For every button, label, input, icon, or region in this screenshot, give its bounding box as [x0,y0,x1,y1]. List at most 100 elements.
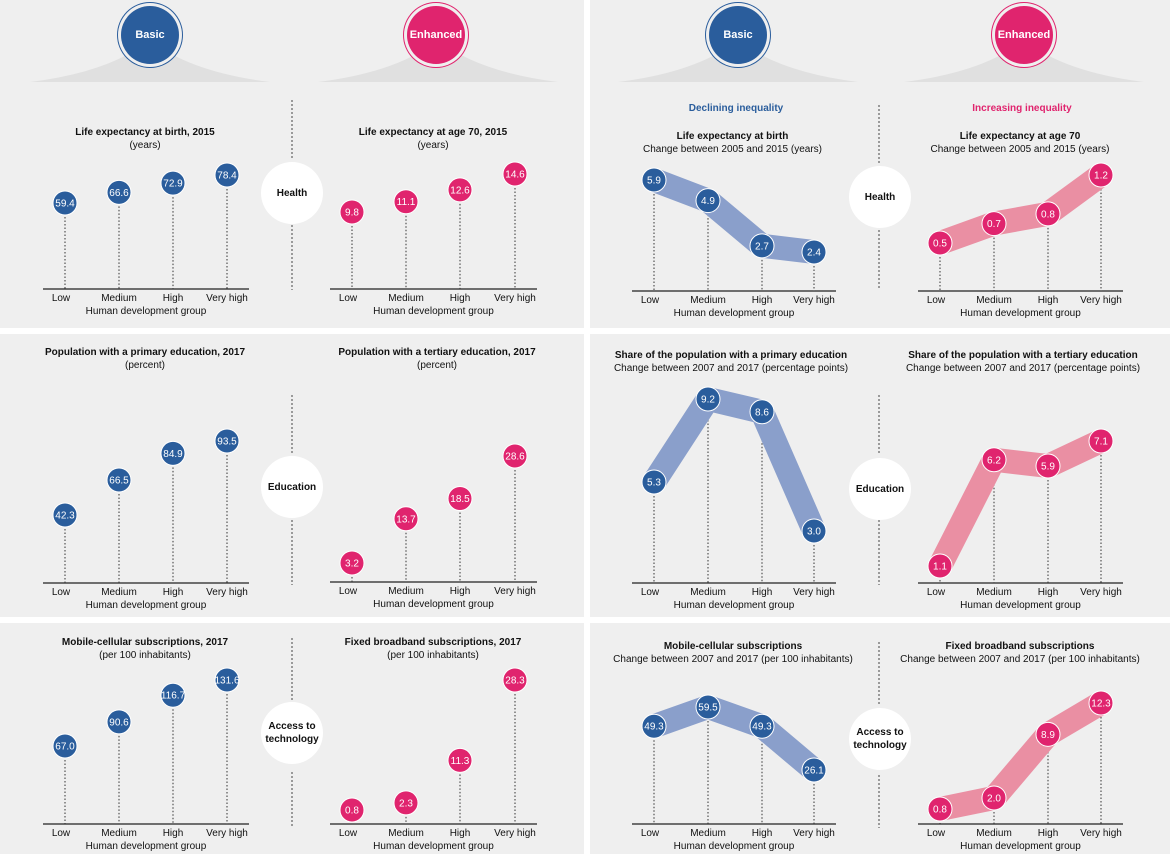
data-point [1088,690,1114,716]
tick-label: Very high [206,587,248,598]
basic-badge: Basic [709,6,767,64]
data-point [52,502,78,528]
data-label: 1.1 [933,562,947,573]
data-point [641,469,667,495]
data-point [801,239,827,265]
tick-label: Medium [976,587,1012,598]
tick-label: High [450,293,471,304]
trend-band [642,695,826,782]
trend-band [928,429,1113,578]
data-point [393,506,419,532]
chart-title: Life expectancy at age 70, 2015 (years) [358,127,508,151]
data-label: 2.7 [755,241,769,252]
data-point [160,440,186,466]
data-point [447,177,473,203]
data-point [339,550,365,576]
data-label: 3.2 [345,559,359,570]
topic-access: Access to technology [849,708,911,770]
basic-badge: Basic [121,6,179,64]
data-label: 11.1 [397,197,416,208]
tick-label: Low [52,828,71,839]
data-point [393,189,419,215]
data-label: 67.0 [55,742,75,753]
axis-title: Human development group [674,841,795,852]
data-label: 13.7 [396,514,416,525]
data-point [160,170,186,196]
tick-label: Medium [101,293,137,304]
chart-7: 5.3 9.2 8.6 3.0 Low Medium High Very high Human … [632,386,836,611]
tick-label: Low [339,293,358,304]
data-point [502,667,528,693]
chart-12: 0.8 2.0 8.9 12.3 Low Medium High Very high Human… [918,690,1123,852]
data-point [502,443,528,469]
data-label: 8.6 [755,407,769,418]
tick-label: Low [339,828,358,839]
chart-title: Share of the population with a tertiary … [905,350,1141,374]
data-label: 42.3 [55,511,75,522]
tick-label: High [450,586,471,597]
data-point [927,553,953,579]
data-label: 12.6 [450,185,470,196]
tick-label: Very high [494,828,536,839]
enhanced-badge: Enhanced [407,6,465,64]
data-label: 0.8 [1041,209,1055,220]
data-point [927,230,953,256]
data-point [749,233,775,259]
data-label: 49.3 [644,722,664,733]
tick-label: Medium [976,828,1012,839]
tick-label: Medium [388,293,424,304]
data-point [641,167,667,193]
increasing-heading: Increasing inequality [972,103,1072,114]
tick-label: High [752,828,773,839]
tick-label: High [1038,828,1059,839]
data-point [52,733,78,759]
topic-health: Health [261,162,323,224]
data-point [1088,162,1114,188]
tick-label: Low [641,828,660,839]
tick-label: High [163,828,184,839]
topic-access: Access to technology [261,702,323,764]
data-point [981,785,1007,811]
chart-title: Population with a tertiary education, 20… [338,347,536,371]
data-label: 28.3 [505,676,525,687]
data-label: 2.0 [987,793,1001,804]
data-label: 0.7 [987,219,1001,230]
data-point [106,179,132,205]
trend-band [642,168,826,264]
data-label: 0.8 [933,805,947,816]
data-label: 4.9 [701,196,715,207]
tick-label: Low [927,295,946,306]
data-label: 2.3 [399,798,413,809]
data-point [339,797,365,823]
axis-title: Human development group [373,306,494,317]
data-point [801,518,827,544]
chart-title: Life expectancy at birth, 2015 (years) [75,127,215,151]
data-label: 3.0 [807,527,821,538]
row-divider [0,328,1170,334]
chart-1: 59.4 66.6 72.9 78.4 Low Medium High Very high Hu… [43,162,249,317]
data-point [749,713,775,739]
data-point [641,713,667,739]
data-label: 0.8 [345,806,359,817]
data-point [214,428,240,454]
tick-label: Medium [101,587,137,598]
data-point [447,747,473,773]
chart-3: 5.9 4.9 2.7 2.4 Low Medium High Very high Human … [632,167,836,319]
chart-5: 42.3 66.5 84.9 93.5 Low Medium High Very high Hu… [43,428,249,611]
data-point [106,709,132,735]
row-divider [0,617,1170,623]
chart-title: Life expectancy at birth Change between 2… [642,131,823,155]
data-label: 9.2 [701,395,715,406]
topic-education: Education [849,458,911,520]
chart-10: 0.8 2.3 11.3 28.3 Low Medium High Very highHuma… [330,667,537,852]
tick-label: High [752,587,773,598]
chart-title: Share of the population with a primary e… [613,350,849,374]
axis-title: Human development group [674,600,795,611]
data-point [695,386,721,412]
data-point [214,667,240,693]
data-point [1088,428,1114,454]
tick-label: Very high [494,293,536,304]
axis-title: Human development group [86,841,207,852]
data-label: 59.5 [698,703,718,714]
data-label: 14.6 [505,170,525,181]
